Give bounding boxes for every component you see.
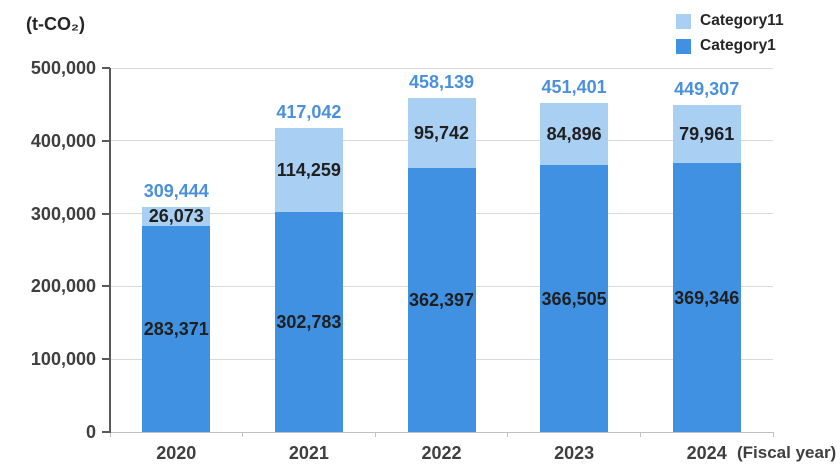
x-axis-tick-4 [639,432,641,437]
y-axis-tick-0 [102,431,110,433]
x-axis-tick-2 [374,432,376,437]
data-label-category1-2020: 283,371 [143,318,209,339]
y-tick-label-100000: 100,000 [30,349,96,370]
bar-segment-category1-2022 [407,168,476,432]
y-axis-tick-500000 [102,67,110,69]
legend-swatch-category11 [676,13,691,29]
x-tick-label-2022: 2022 [421,443,462,463]
x-tick-label-2023: 2023 [554,443,595,463]
y-tick-label-400000: 400,000 [30,130,96,151]
bar-segment-category11-2020 [142,206,211,226]
total-label-2022: 458,139 [408,72,475,93]
y-axis-tick-100000 [102,358,110,361]
y-axis-tick-200000 [102,285,110,288]
bar-segment-category11-2024 [672,104,741,164]
y-tick-label-500000: 500,000 [30,58,96,78]
y-axis-tick-400000 [102,139,110,142]
x-axis-tick-0 [109,432,111,437]
total-label-2023: 451,401 [541,77,607,98]
x-axis-tick-1 [242,432,244,437]
bar-segment-category1-2024 [672,163,741,432]
data-label-category11-2020: 26,073 [148,206,204,227]
total-label-2024: 449,307 [674,78,740,99]
y-tick-label-200000: 200,000 [30,276,96,297]
data-label-category11-2022: 95,742 [413,123,470,144]
legend-label-category1: Category1 [700,37,776,54]
bar-segment-category11-2022 [407,98,476,169]
data-label-category11-2023: 84,896 [546,124,602,145]
data-label-category1-2023: 366,505 [541,288,607,309]
x-tick-label-2024: 2024 [686,443,727,463]
data-label-category1-2024: 369,346 [674,287,740,308]
x-tick-label-2021: 2021 [288,443,329,463]
legend-swatch-category1 [676,38,691,54]
x-axis-title: (Fiscal year) [737,443,837,462]
y-tick-label-0: 0 [85,422,96,442]
bar-segment-category1-2021 [274,211,343,432]
y-axis-line [109,68,111,433]
bar-segment-category11-2021 [274,128,343,212]
bar-segment-category1-2023 [540,165,609,432]
data-label-category11-2024: 79,961 [679,124,735,144]
gridline-500000 [110,67,773,69]
legend-label-category11: Category11 [700,12,784,29]
legend-item-category11: Category11 [676,12,784,29]
total-label-2020: 309,444 [143,180,209,201]
y-tick-label-300000: 300,000 [30,203,96,224]
data-label-category1-2021: 302,783 [276,311,342,332]
data-label-category11-2021: 114,259 [276,159,341,180]
legend-item-category1: Category1 [676,37,776,54]
x-tick-label-2020: 2020 [156,443,197,463]
bar-segment-category11-2023 [540,103,609,166]
bar-segment-category1-2020 [142,225,211,432]
chart-unit-label: (t-CO₂) [26,14,85,34]
x-axis-tick-5 [772,432,774,437]
data-label-category1-2022: 362,397 [408,290,475,311]
y-axis-tick-300000 [102,212,110,215]
x-axis-tick-3 [507,432,509,437]
x-axis-line [110,432,773,433]
total-label-2021: 417,042 [276,102,342,123]
